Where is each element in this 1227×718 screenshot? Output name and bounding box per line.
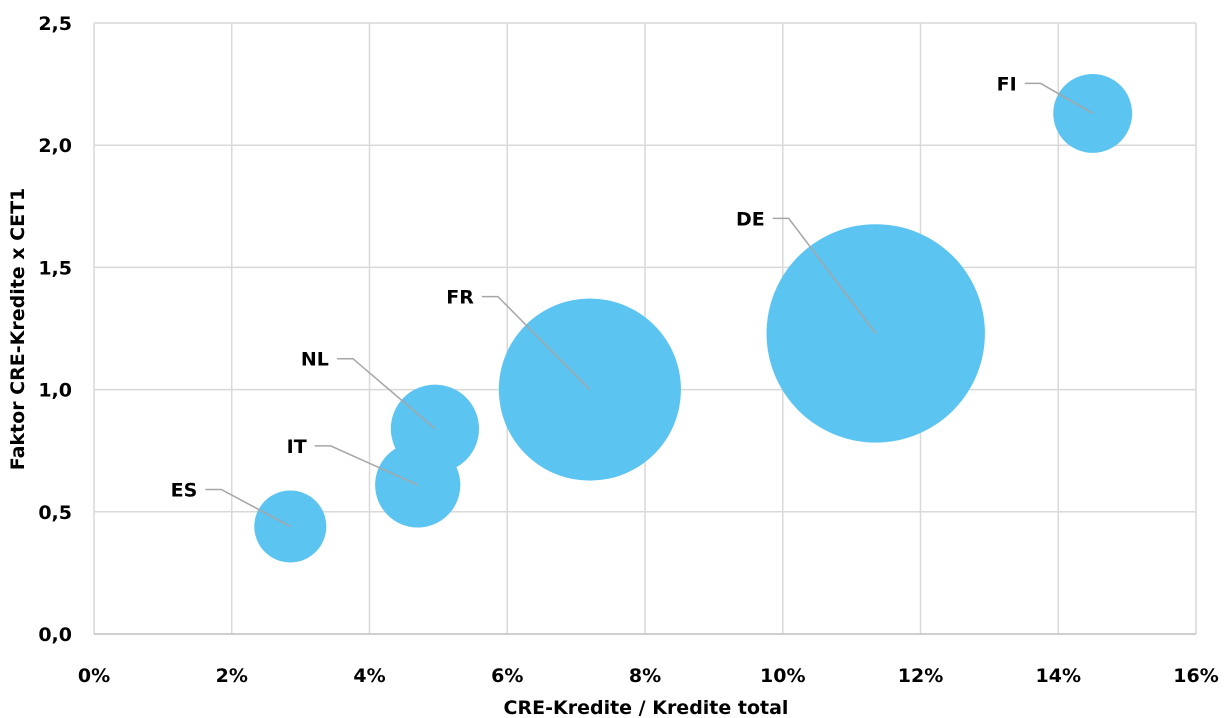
x-tick-label: 16% [1173,665,1218,687]
x-axis-title: CRE-Kredite / Kredite total [504,697,789,718]
leader-line [772,217,877,334]
y-tick-label: 2,0 [38,135,72,157]
x-tick-label: 2% [216,665,248,687]
y-tick-label: 1,5 [38,257,72,279]
leader-line [336,357,436,430]
bubble-label-fi: FI [997,73,1017,95]
x-tick-label: 12% [898,665,943,687]
x-tick-label: 0% [78,665,110,687]
x-tick-label: 6% [491,665,523,687]
x-tick-label: 8% [629,665,661,687]
leader-line [481,295,591,391]
bubble-label-es: ES [171,479,198,501]
y-axis-title: Faktor CRE-Kredite x CET1 [7,188,29,471]
y-tick-label: 2,5 [38,13,72,35]
bubble-label-nl: NL [301,349,329,371]
x-tick-label: 14% [1036,665,1081,687]
bubble-label-it: IT [287,436,307,458]
leader-line [1024,82,1094,115]
tick-labels: 0% 2% 4% 6% 8% 10% 12% 14% 16% 0,0 0,5 1,0 1,5 2,0 2,5 [38,13,1218,687]
leader-lines [205,82,1094,528]
x-tick-label: 4% [353,665,385,687]
leader-line [205,488,291,528]
bubble-label-de: DE [736,208,765,230]
bubble-label-fr: FR [446,287,474,309]
bubble-labels: ES IT NL FR DE FI [171,73,1017,501]
y-tick-label: 0,5 [38,502,72,524]
y-tick-label: 0,0 [38,624,72,646]
x-tick-label: 10% [760,665,805,687]
leader-line [314,445,419,486]
y-tick-label: 1,0 [38,380,72,402]
bubbles [254,73,1133,563]
